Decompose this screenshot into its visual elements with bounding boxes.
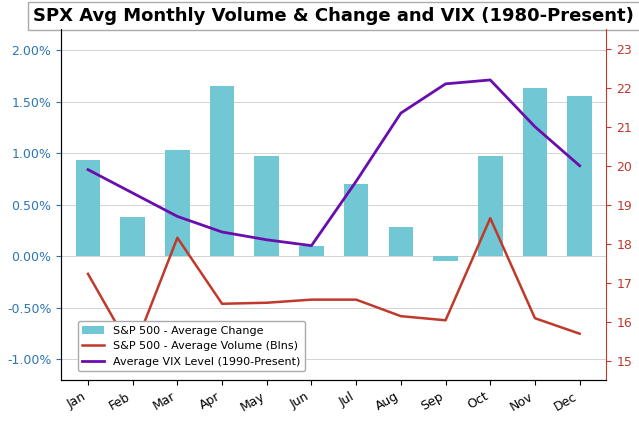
Legend: S&P 500 - Average Change, S&P 500 - Average Volume (Blns), Average VIX Level (19: S&P 500 - Average Change, S&P 500 - Aver… [77,321,305,371]
S&P 500 - Average Volume (Blns) [174,235,181,240]
S&P 500 - Average Volume (Blns) [129,350,137,355]
Average VIX Level (1990-Present) [397,111,404,116]
Average VIX Level (1990-Present) [263,237,270,242]
S&P 500 - Average Volume (Blns) [442,318,449,323]
S&P 500 - Average Volume (Blns) [307,297,315,302]
Average VIX Level (1990-Present) [531,124,539,129]
S&P 500 - Average Volume (Blns) [352,297,360,302]
Average VIX Level (1990-Present) [486,77,494,83]
S&P 500 - Average Volume (Blns) [486,216,494,221]
Title: SPX Avg Monthly Volume & Change and VIX (1980-Present): SPX Avg Monthly Volume & Change and VIX … [33,7,635,25]
Bar [75,160,100,256]
Line: Average VIX Level (1990-Present): Average VIX Level (1990-Present) [88,80,580,245]
Bar [523,88,547,256]
Average VIX Level (1990-Present) [576,163,583,168]
Bar [433,256,458,261]
Average VIX Level (1990-Present) [307,243,315,248]
Bar [254,156,279,256]
Average VIX Level (1990-Present) [352,179,360,184]
Bar [478,156,502,256]
S&P 500 - Average Volume (Blns) [576,331,583,336]
S&P 500 - Average Volume (Blns) [84,271,92,276]
Bar [389,227,413,256]
S&P 500 - Average Volume (Blns) [531,316,539,321]
Line: S&P 500 - Average Volume (Blns): S&P 500 - Average Volume (Blns) [88,218,580,352]
Bar [120,217,145,256]
Bar [165,150,190,256]
Bar [299,246,324,256]
Average VIX Level (1990-Present) [219,229,226,234]
S&P 500 - Average Volume (Blns) [219,301,226,306]
Bar [344,184,369,256]
Average VIX Level (1990-Present) [129,190,137,195]
Bar [210,86,235,256]
Average VIX Level (1990-Present) [174,214,181,219]
Bar [567,96,592,256]
Average VIX Level (1990-Present) [84,167,92,172]
S&P 500 - Average Volume (Blns) [263,300,270,305]
S&P 500 - Average Volume (Blns) [397,314,404,319]
Average VIX Level (1990-Present) [442,81,449,86]
